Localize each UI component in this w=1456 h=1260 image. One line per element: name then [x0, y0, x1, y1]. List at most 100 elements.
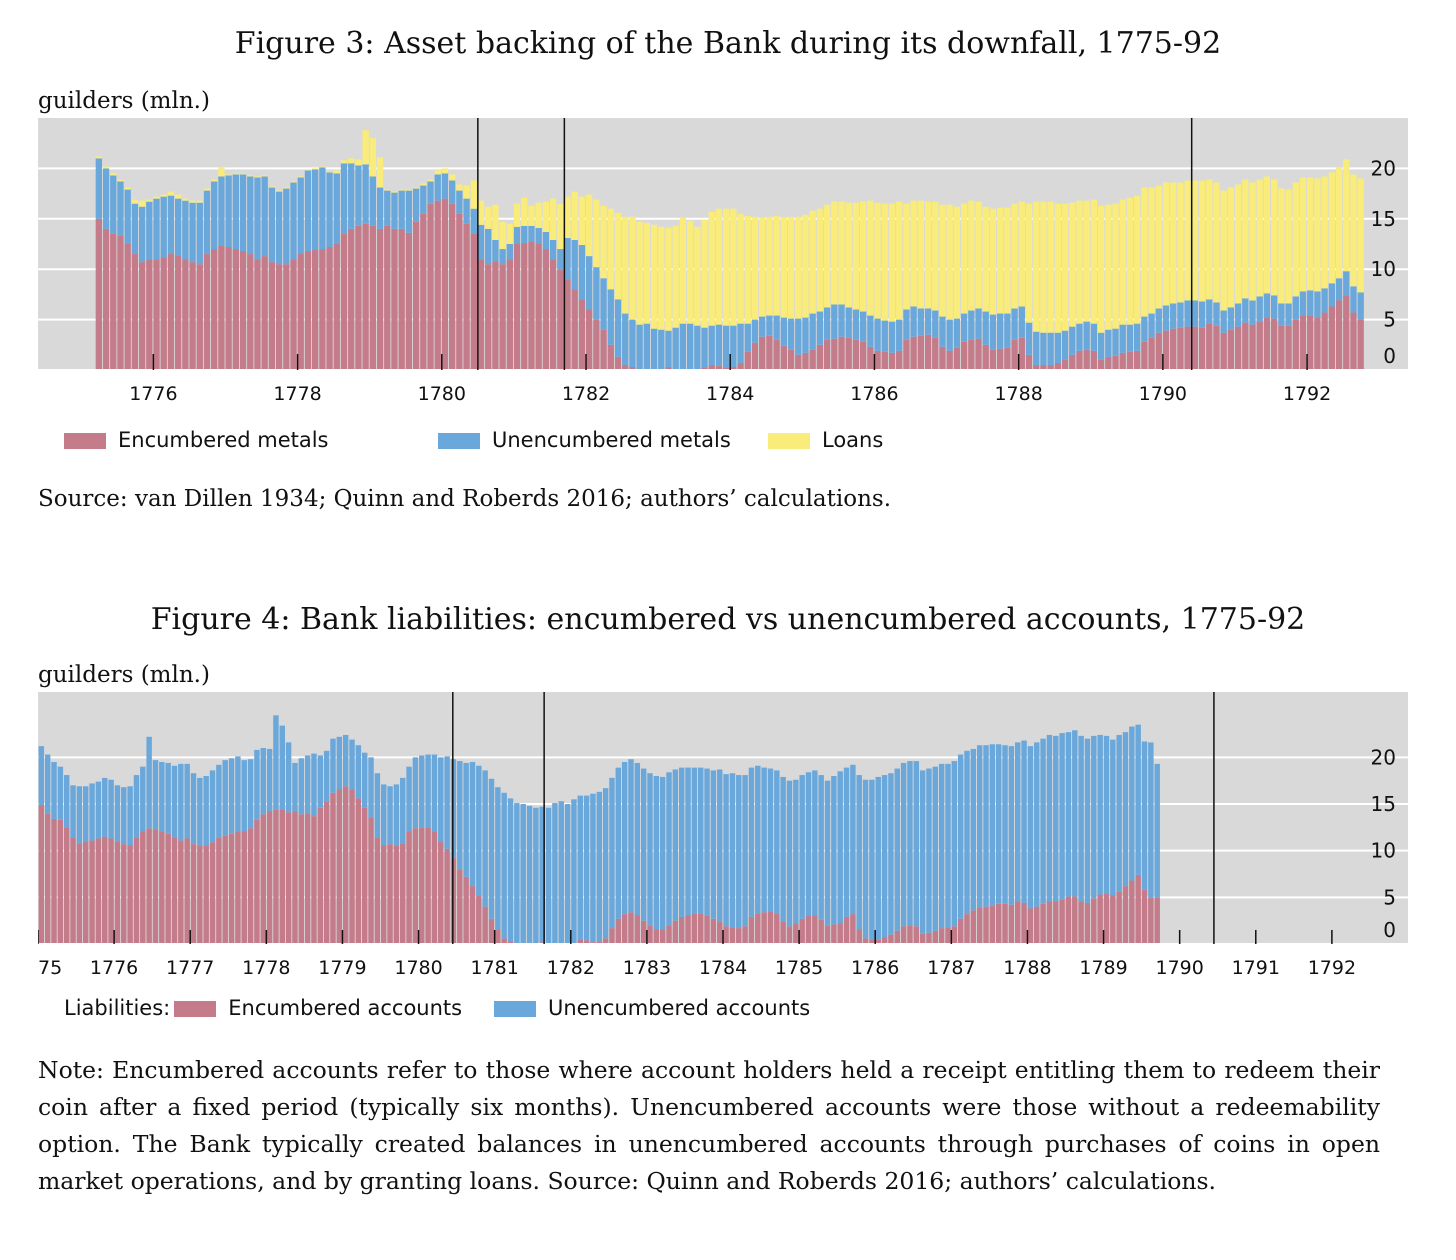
bar-encumbered-metals-85 [708, 364, 715, 370]
bar-encumbered-metals-127 [1011, 339, 1018, 370]
bar-loans-43 [405, 189, 413, 191]
bar-encumbered-accounts-47 [336, 789, 343, 944]
bar-loans-58 [513, 203, 521, 227]
bar-encumbered-metals-130 [1033, 364, 1040, 370]
legend-swatch-loans [768, 433, 810, 449]
bar-loans-137 [1083, 200, 1090, 322]
bar-unencumbered-metals-147 [1155, 308, 1162, 333]
bar-loans-48 [441, 168, 449, 174]
bar-loans-11 [175, 194, 182, 199]
bar-encumbered-metals-152 [1191, 326, 1198, 370]
bar-unencumbered-metals-21 [247, 176, 254, 255]
bar-encumbered-accounts-166 [1091, 898, 1097, 944]
bar-unencumbered-metals-109 [881, 320, 888, 352]
bar-unencumbered-metals-108 [874, 318, 881, 351]
bar-encumbered-metals-142 [1119, 352, 1126, 370]
bar-encumbered-metals-11 [175, 255, 182, 370]
bar-loans-153 [1198, 180, 1206, 302]
bar-loans-27 [290, 181, 297, 183]
x-tick-label-1781: 1781 [470, 957, 518, 979]
bar-encumbered-accounts-116 [774, 913, 780, 944]
bar-encumbered-accounts-93 [628, 912, 634, 944]
bar-encumbered-accounts-150 [989, 905, 996, 944]
bar-loans-151 [1184, 180, 1191, 301]
bar-unencumbered-accounts-128 [850, 764, 856, 915]
bar-loans-120 [960, 203, 968, 314]
bar-encumbered-accounts-98 [659, 929, 666, 944]
bar-unencumbered-metals-50 [456, 190, 463, 214]
bar-encumbered-accounts-9 [95, 838, 102, 944]
bar-unencumbered-metals-146 [1148, 313, 1155, 338]
bar-unencumbered-accounts-126 [837, 771, 843, 924]
bar-encumbered-accounts-161 [1059, 899, 1065, 944]
bar-unencumbered-accounts-149 [983, 745, 989, 907]
bar-loans-38 [369, 138, 376, 177]
bar-loans-90 [744, 215, 751, 324]
y-tick-label-15: 15 [1371, 207, 1396, 231]
bar-unencumbered-accounts-76 [520, 804, 526, 944]
bar-loans-37 [362, 130, 369, 165]
bar-unencumbered-accounts-89 [602, 788, 609, 939]
bar-unencumbered-accounts-60 [419, 755, 425, 828]
bar-unencumbered-metals-53 [477, 224, 485, 260]
x-tick-label-1792: 1792 [1283, 383, 1331, 405]
bar-unencumbered-metals-85 [708, 325, 715, 365]
bar-unencumbered-metals-123 [982, 311, 989, 345]
bar-encumbered-metals-28 [297, 254, 304, 370]
bar-unencumbered-accounts-87 [590, 793, 596, 943]
bar-encumbered-accounts-170 [1116, 891, 1122, 944]
bar-loans-145 [1141, 187, 1148, 317]
bar-unencumbered-accounts-105 [704, 768, 710, 916]
y-tick-label-0: 0 [1383, 918, 1396, 942]
bar-unencumbered-metals-90 [744, 323, 751, 352]
bar-encumbered-metals-13 [189, 262, 196, 370]
bar-encumbered-metals-155 [1213, 325, 1220, 370]
bar-unencumbered-metals-7 [146, 201, 153, 260]
bar-unencumbered-metals-82 [686, 323, 694, 370]
bar-unencumbered-metals-140 [1105, 329, 1112, 357]
x-tick-label-1786: 1786 [851, 957, 899, 979]
bar-unencumbered-metals-151 [1184, 300, 1191, 327]
bar-encumbered-accounts-17 [146, 828, 152, 944]
bar-encumbered-accounts-152 [1002, 903, 1008, 944]
bar-encumbered-metals-58 [513, 244, 521, 370]
bar-encumbered-accounts-112 [748, 916, 755, 944]
bar-encumbered-accounts-52 [368, 818, 374, 944]
bar-loans-22 [254, 176, 261, 178]
bar-loans-52 [470, 180, 477, 209]
bar-loans-105 [852, 202, 860, 310]
bar-loans-131 [1040, 201, 1047, 333]
bar-unencumbered-metals-5 [131, 203, 139, 255]
legend-swatch-unencumbered [438, 433, 480, 449]
bar-unencumbered-accounts-75 [514, 803, 520, 944]
bar-unencumbered-accounts-59 [412, 757, 419, 829]
y-tick-label-20: 20 [1371, 156, 1396, 180]
bar-unencumbered-metals-106 [860, 311, 867, 342]
bar-encumbered-metals-97 [795, 354, 802, 370]
bar-encumbered-metals-113 [910, 336, 917, 370]
bar-unencumbered-metals-39 [376, 187, 384, 229]
bar-encumbered-metals-18 [225, 247, 232, 370]
bar-loans-116 [932, 201, 939, 311]
bar-encumbered-metals-140 [1105, 356, 1112, 370]
bar-encumbered-accounts-34 [254, 819, 260, 944]
bar-loans-159 [1242, 179, 1249, 299]
bar-loans-13 [189, 200, 196, 203]
bar-encumbered-accounts-172 [1129, 880, 1135, 944]
bar-encumbered-metals-89 [737, 362, 744, 370]
bar-encumbered-metals-158 [1234, 326, 1242, 370]
bar-encumbered-accounts-117 [780, 921, 786, 944]
bar-unencumbered-metals-25 [275, 191, 283, 265]
bar-encumbered-accounts-109 [729, 927, 736, 944]
legend-label-unencumbered-accounts: Unencumbered accounts [548, 996, 811, 1020]
bar-loans-123 [982, 206, 989, 312]
bar-unencumbered-accounts-114 [761, 767, 767, 913]
bar-encumbered-accounts-100 [672, 920, 679, 944]
bar-encumbered-accounts-72 [495, 930, 501, 944]
bar-loans-62 [542, 201, 550, 232]
bar-unencumbered-metals-135 [1069, 326, 1076, 355]
bar-encumbered-metals-92 [759, 336, 766, 370]
bar-unencumbered-accounts-67 [463, 762, 469, 877]
bar-unencumbered-metals-96 [787, 318, 795, 350]
bar-unencumbered-metals-66 [571, 239, 578, 290]
